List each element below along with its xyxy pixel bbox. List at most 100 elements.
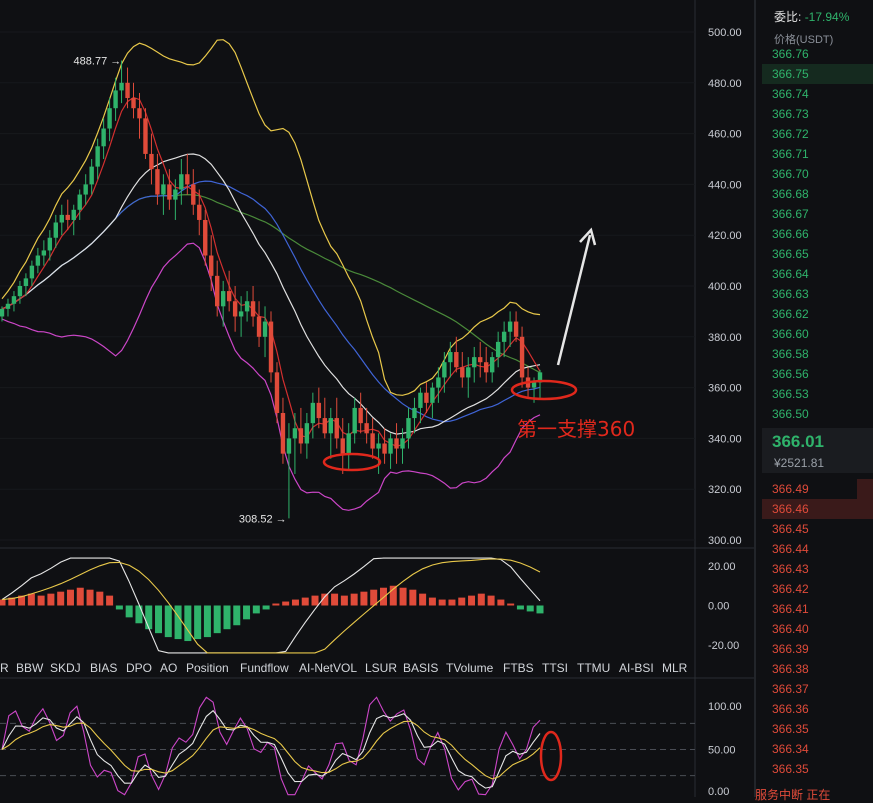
osc-line-white [1,709,541,789]
ask-row[interactable]: 366.76 [762,44,873,64]
indicator-tab[interactable]: DPO [126,661,153,675]
ask-row[interactable]: 366.74 [762,84,873,104]
low-marker: 308.52 → [239,513,287,525]
bid-row[interactable]: 366.35 [762,759,873,779]
bid-row[interactable]: 366.49 [762,479,873,499]
indicator-tab[interactable]: SKDJ [50,661,81,675]
bid-row[interactable]: 366.44 [762,539,873,559]
indicator-tab[interactable]: AO [160,661,178,675]
bid-row[interactable]: 366.46 [762,499,873,519]
bid-price: 366.39 [772,642,809,656]
support-ellipse [510,379,578,401]
bid-price: 366.34 [772,742,809,756]
ask-price: 366.65 [772,247,809,261]
ask-price: 366.67 [772,207,809,221]
oscillator-ellipse [539,730,563,782]
ask-row[interactable]: 366.68 [762,184,873,204]
candle [35,255,41,266]
ask-price: 366.60 [772,327,809,341]
macd-bar [448,599,456,606]
bid-row[interactable]: 366.36 [762,699,873,719]
indicator-tab[interactable]: LSUR [365,661,398,675]
macd-bar [125,605,133,618]
indicator-tab[interactable]: AI-BSI [619,661,654,675]
ask-row[interactable]: 366.60 [762,324,873,344]
ask-row[interactable]: 366.75 [762,64,873,84]
price-chart[interactable]: 500.00 480.00 460.00 440.00 420.00 400.00 380.… [0,0,760,797]
candle [209,255,214,276]
macd-bar [477,593,485,606]
indicator-tab[interactable]: MLR [662,661,688,675]
candle [53,222,58,238]
bid-row[interactable]: 366.42 [762,579,873,599]
ask-row[interactable]: 366.50 [762,404,873,424]
indicator-tab[interactable]: FTBS [503,661,534,675]
ask-row[interactable]: 366.66 [762,224,873,244]
support-annotation: 第一支撑360 [517,417,635,441]
ask-row[interactable]: 366.62 [762,304,873,324]
bid-row[interactable]: 366.40 [762,619,873,639]
bid-row[interactable]: 366.35 [762,719,873,739]
ask-row[interactable]: 366.71 [762,144,873,164]
candle [400,438,405,449]
candle [0,308,5,317]
candle [59,214,64,223]
candle [418,392,423,408]
indicator-tab[interactable]: R [0,661,9,675]
price-tick-label: 320.00 [708,484,742,496]
candle [161,184,166,195]
support-ellipse [322,452,382,472]
ask-row[interactable]: 366.65 [762,244,873,264]
ma-line-white [1,153,541,435]
ask-row[interactable]: 366.53 [762,384,873,404]
indicator-tab[interactable]: BBW [16,661,44,675]
ask-row[interactable]: 366.70 [762,164,873,184]
bid-row[interactable]: 366.39 [762,639,873,659]
candle [203,219,208,256]
indicator-tab[interactable]: BASIS [403,661,439,675]
candle [436,377,441,388]
order-ratio: 委比: -17.94% [774,8,849,25]
ask-row[interactable]: 366.58 [762,344,873,364]
candle [77,194,82,210]
bid-row[interactable]: 366.45 [762,519,873,539]
bid-price: 366.35 [772,722,809,736]
bid-row[interactable]: 366.34 [762,739,873,759]
candle [501,331,507,342]
high-marker: 488.77 → [74,56,122,68]
candle [65,214,70,220]
macd-bar [507,603,515,606]
macd-bar [203,605,211,638]
macd-bar [516,605,524,610]
indicator-tab[interactable]: TTMU [577,661,611,675]
indicator-tab[interactable]: Position [186,661,229,675]
indicator-tab[interactable]: AI-NetVOL [299,661,358,675]
candle [388,438,393,454]
bid-row[interactable]: 366.41 [762,599,873,619]
indicator-tab[interactable]: TTSI [542,661,568,675]
candle [215,275,220,307]
macd-bar [8,597,16,606]
candle [262,321,268,337]
indicator-tab[interactable]: Fundflow [240,661,289,675]
ask-row[interactable]: 366.72 [762,124,873,144]
bid-row[interactable]: 366.37 [762,679,873,699]
candle [250,301,256,317]
indicator-tab[interactable]: TVolume [446,661,494,675]
indicator-tab[interactable]: BIAS [90,661,118,675]
macd-bar [497,599,505,606]
candle [197,204,202,220]
ask-row[interactable]: 366.56 [762,364,873,384]
osc-tick-label: 0.00 [708,786,729,797]
ask-row[interactable]: 366.63 [762,284,873,304]
price-tick-label: 360.00 [708,383,742,395]
candle [89,166,94,185]
macd-bar [0,599,6,606]
bid-row[interactable]: 366.38 [762,659,873,679]
ask-row[interactable]: 366.67 [762,204,873,224]
bid-row[interactable]: 366.43 [762,559,873,579]
ask-row[interactable]: 366.73 [762,104,873,124]
macd-bar [174,605,182,640]
candle [125,82,130,99]
ask-row[interactable]: 366.64 [762,264,873,284]
